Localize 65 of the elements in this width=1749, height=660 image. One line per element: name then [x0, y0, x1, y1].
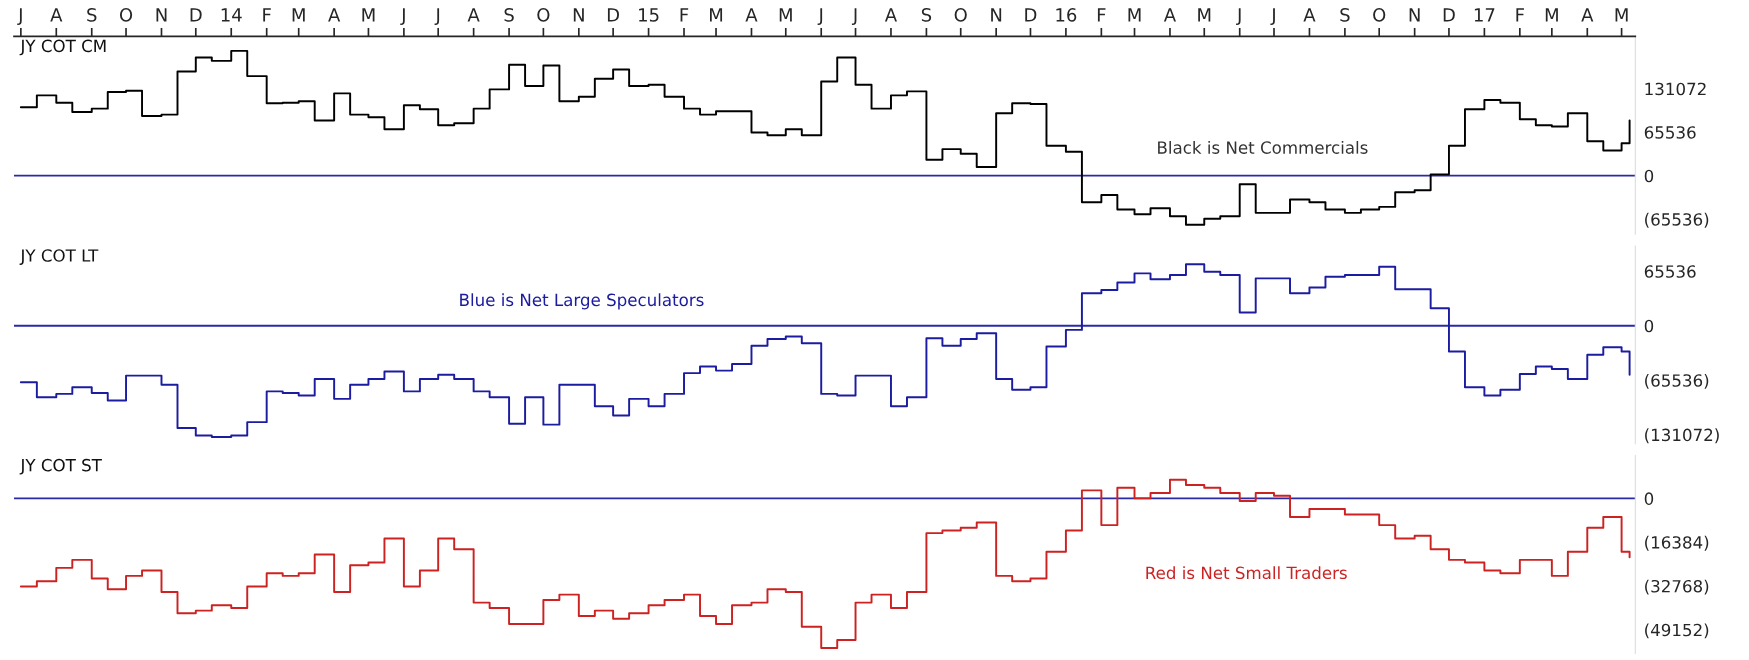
x-tick-label: A	[745, 8, 758, 22]
x-tick-label: M	[710, 8, 723, 22]
chart-title: JY COT CM	[19, 39, 106, 56]
x-tick-label: J	[1270, 8, 1275, 26]
y-tick-label: 65536	[1644, 126, 1696, 139]
x-tick-label: D	[190, 8, 202, 22]
annotation: Red is Net Small Traders	[1146, 566, 1347, 580]
x-tick-label: A	[467, 8, 480, 22]
y-tick-label: 0	[1644, 492, 1654, 505]
y-tick-label: 65536	[1644, 265, 1696, 278]
y-tick-label: (49152)	[1645, 623, 1709, 639]
x-tick-label: S	[1340, 8, 1350, 22]
x-tick-label: A	[1303, 8, 1316, 22]
x-tick-label: F	[1516, 8, 1524, 22]
y-tick-label: (65536)	[1645, 212, 1709, 228]
x-tick-label: D	[1025, 8, 1037, 22]
x-tick-label: J	[400, 8, 405, 26]
x-tick-label: M	[779, 8, 792, 22]
x-tick-label: F	[680, 8, 689, 22]
x-tick-label: J	[17, 8, 22, 26]
x-tick-label: M	[362, 8, 375, 22]
x-tick-label: O	[119, 8, 133, 22]
y-tick-label: (65536)	[1645, 373, 1709, 389]
x-tick-label: D	[1443, 8, 1455, 22]
y-tick-label: 131072	[1645, 82, 1706, 96]
x-tick-label: M	[1615, 8, 1628, 22]
x-tick-label: O	[954, 8, 967, 22]
y-tick-label: 0	[1644, 319, 1654, 333]
x-tick-label: S	[504, 8, 514, 22]
annotation: Black is Net Commercials	[1158, 140, 1368, 154]
chart-title: JY COT ST	[19, 458, 102, 475]
x-tick-label: O	[537, 8, 550, 22]
x-tick-label: M	[1198, 8, 1211, 22]
x-tick-label: 16	[1056, 8, 1077, 22]
x-tick-label: M	[1545, 8, 1558, 22]
y-tick-label: (16384)	[1645, 535, 1709, 551]
x-tick-label: N	[156, 8, 167, 22]
x-tick-label: 17	[1474, 8, 1495, 22]
x-tick-label: N	[991, 8, 1002, 22]
x-tick-label: N	[1409, 8, 1420, 22]
annotation: Blue is Net Large Speculators	[460, 293, 704, 310]
y-tick-label: (32768)	[1645, 579, 1709, 595]
x-tick-label: 15	[639, 8, 659, 22]
x-tick-label: A	[1163, 8, 1176, 22]
x-tick-label: A	[50, 8, 63, 22]
x-tick-label: S	[87, 8, 97, 22]
x-tick-label: J	[434, 8, 440, 26]
x-tick-label: D	[607, 8, 620, 22]
x-tick-label: F	[1097, 8, 1106, 22]
x-tick-label: M	[292, 8, 305, 22]
x-tick-label: M	[1128, 8, 1141, 22]
x-tick-label: A	[884, 8, 897, 22]
x-tick-label: J	[817, 8, 823, 26]
x-tick-label: J	[1236, 8, 1241, 26]
y-tick-label: 0	[1644, 169, 1654, 183]
x-tick-label: O	[1373, 8, 1386, 22]
x-tick-label: J	[851, 8, 857, 26]
x-tick-label: F	[263, 8, 271, 22]
x-tick-label: A	[1581, 8, 1594, 22]
x-tick-label: S	[921, 8, 932, 22]
x-tick-label: A	[328, 8, 341, 22]
x-tick-label: 14	[221, 8, 242, 22]
y-tick-label: (131072)	[1645, 428, 1719, 444]
x-tick-label: N	[573, 8, 584, 22]
chart-title: JY COT LT	[19, 249, 99, 265]
